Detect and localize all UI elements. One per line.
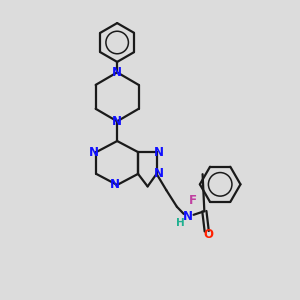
Text: N: N bbox=[89, 146, 99, 159]
Text: F: F bbox=[189, 194, 197, 207]
Text: N: N bbox=[112, 115, 122, 128]
Text: N: N bbox=[110, 178, 120, 191]
Text: O: O bbox=[203, 228, 213, 241]
Text: H: H bbox=[176, 218, 185, 228]
Text: N: N bbox=[154, 146, 164, 159]
Text: N: N bbox=[183, 210, 193, 223]
Text: N: N bbox=[112, 66, 122, 79]
Text: N: N bbox=[154, 167, 164, 180]
